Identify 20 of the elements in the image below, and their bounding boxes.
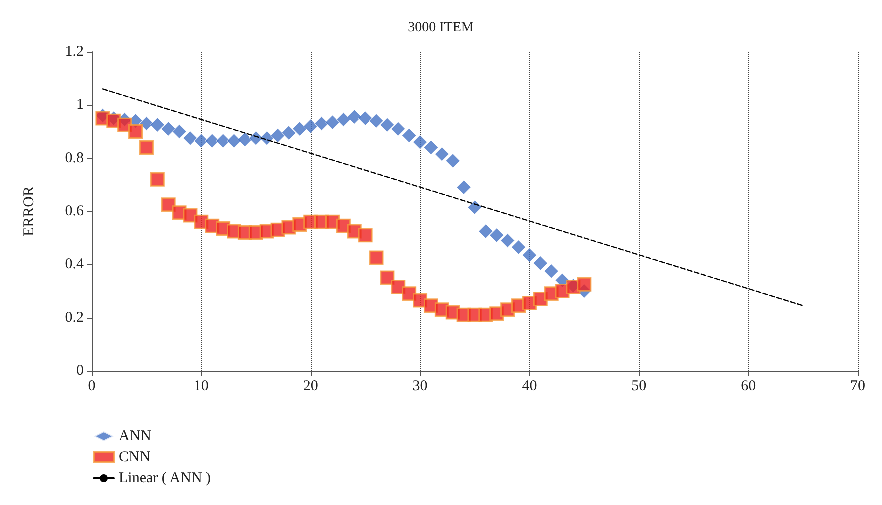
y-axis-title: ERROR [22,186,38,237]
x-tick-label: 30 [412,378,428,394]
x-tick-label: 50 [632,378,647,394]
x-tick-label: 60 [741,378,756,394]
y-tick-label: 1 [76,97,84,114]
x-tick-label: 20 [303,378,318,394]
legend-label: Linear ( ANN ) [119,470,212,486]
y-tick-label: 0 [76,363,84,379]
legend-label: ANN [119,428,152,444]
x-tick-label: 40 [522,378,538,394]
y-tick-label: 0.8 [65,150,84,166]
legend-label: CNN [119,450,151,466]
y-tick-label: 0.2 [65,310,84,326]
y-tick-label: 0.6 [65,204,84,220]
x-tick-label: 70 [850,378,866,394]
y-tick-label: 0.4 [65,256,84,273]
chart-title: 3000 ITEM [408,20,474,36]
x-tick-label: 10 [194,378,209,394]
x-tick-label: 0 [88,378,96,394]
y-tick-label: 1.2 [65,44,84,60]
